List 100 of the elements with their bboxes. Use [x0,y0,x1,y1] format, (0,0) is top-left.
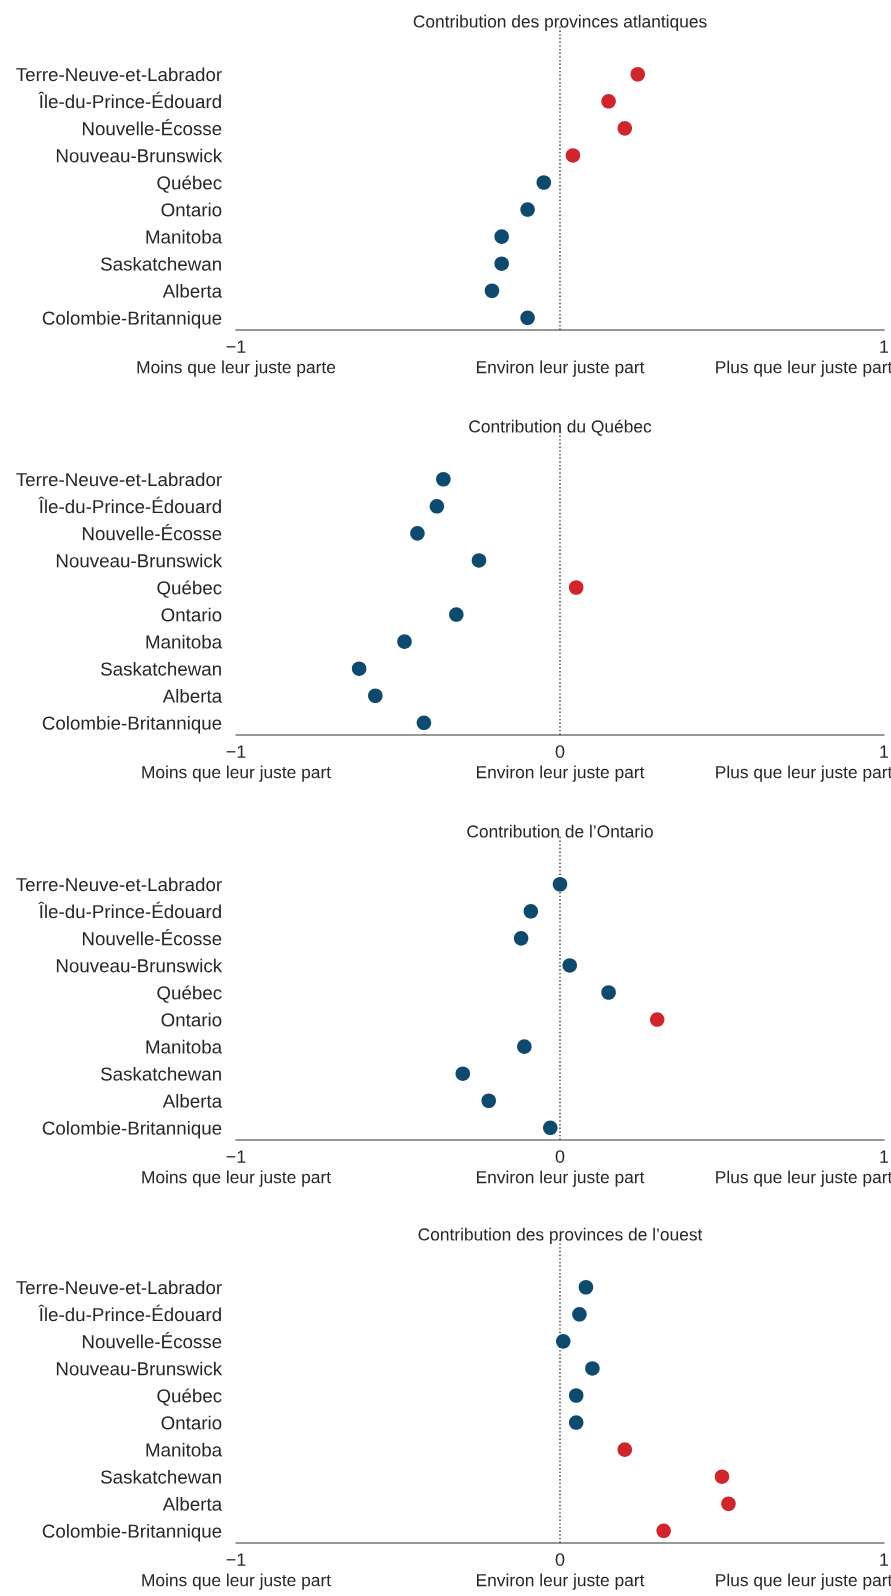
point [523,904,539,919]
point [436,471,451,487]
x-tick-label: −1 [226,1553,246,1566]
y-tick-label: Alberta [162,1093,223,1108]
y-tick-label: Nouvelle-Écosse [82,928,222,946]
point [568,1415,584,1430]
point [536,175,552,190]
point [416,715,432,731]
y-tick-label: Nouvelle-Écosse [82,523,222,541]
point [368,688,383,704]
y-tick-label: Nouveau-Brunswick [56,1361,223,1376]
y-tick-label: Île-du-Prince-Édouard [38,901,221,919]
point [429,499,445,514]
point [578,1279,594,1295]
point [520,202,535,217]
text: Moins que leur juste part [142,1573,331,1590]
point [494,229,509,244]
point [565,148,581,163]
chart-title: Contribution des provinces de l’ouest [418,1227,703,1245]
y-tick-label: Colombie-Britannique [42,1121,222,1139]
x-tick-label: 1 [880,1553,889,1566]
y-tick-label: Ontario [161,202,222,217]
point [552,876,568,892]
text: Environ leur juste part [476,1170,645,1187]
y-tick-label: Saskatchewan [101,256,221,271]
y-tick-label: Terre-Neuve-et-Labrador [16,472,222,487]
point [449,607,464,622]
point [397,634,412,649]
point [520,310,535,326]
point [572,1307,587,1322]
text: Moins que leur juste parte [137,360,336,377]
point [630,66,646,82]
x-tick-label: 0 [555,1150,565,1163]
text: Moins que leur juste part [142,1170,331,1187]
point [455,1066,471,1081]
point [351,661,367,676]
y-tick-label: Manitoba [146,229,223,244]
chart-title: Contribution de l’Ontario [467,824,653,838]
y-tick-label: Alberta [162,688,223,703]
y-tick-label: Nouvelle-Écosse [82,1331,222,1349]
x-tick-label: 1 [880,340,889,353]
y-tick-label: Saskatchewan [101,1066,221,1081]
y-tick-label: Ontario [161,607,222,622]
y-tick-label: Colombie-Britannique [42,716,222,734]
point [481,1093,496,1109]
y-tick-label: Alberta [162,1496,223,1511]
point [513,931,529,946]
point [568,580,584,595]
point [543,1120,558,1136]
point [617,121,633,136]
y-tick-label: Saskatchewan [101,1469,221,1484]
point [471,553,487,568]
y-tick-label: Québec [157,175,222,193]
y-tick-label: Québec [157,985,222,1003]
point [410,526,425,541]
text: Environ leur juste part [476,765,645,782]
point [484,283,500,299]
y-tick-label: Terre-Neuve-et-Labrador [16,1280,222,1295]
y-tick-label: Terre-Neuve-et-Labrador [16,877,222,892]
point [562,958,577,973]
point [656,1523,671,1539]
x-tick-label: 1 [880,745,889,758]
y-tick-label: Québec [157,1388,222,1406]
y-tick-label: Alberta [162,283,223,298]
y-tick-label: Manitoba [146,1039,223,1054]
point [721,1496,736,1512]
y-tick-label: Ontario [161,1012,222,1027]
x-tick-label: 0 [555,1553,565,1566]
y-tick-label: Nouveau-Brunswick [56,553,223,568]
chart-title: Contribution des provinces atlantiques [413,14,707,32]
point [714,1469,730,1484]
x-tick-label: 1 [880,1150,889,1163]
y-tick-label: Nouveau-Brunswick [56,958,223,973]
y-tick-label: Nouvelle-Écosse [82,118,222,136]
chart-title: Contribution du Québec [469,419,652,436]
y-tick-label: Saskatchewan [101,661,221,676]
point [601,94,616,109]
x-tick-label: −1 [226,340,246,353]
text: Moins que leur juste part [142,765,331,782]
y-tick-label: Terre-Neuve-et-Labrador [16,67,222,82]
y-tick-label: Manitoba [146,634,223,649]
y-tick-label: Manitoba [146,1442,223,1457]
point [649,1012,665,1027]
point [517,1039,532,1054]
y-tick-label: Ontario [161,1415,222,1430]
y-tick-label: Île-du-Prince-Édouard [38,91,221,109]
x-tick-label: −1 [226,745,246,758]
text: Environ leur juste part [476,1573,645,1590]
y-tick-label: Île-du-Prince-Édouard [38,1304,221,1322]
y-tick-label: Nouveau-Brunswick [56,148,223,163]
point [494,256,509,271]
y-tick-label: Colombie-Britannique [42,311,222,329]
x-tick-label: −1 [226,1150,246,1163]
point [555,1334,571,1349]
y-tick-label: Île-du-Prince-Édouard [38,496,221,514]
point [617,1442,633,1457]
y-tick-label: Québec [157,580,222,598]
point [568,1388,584,1403]
text: Environ leur juste part [476,360,645,377]
x-tick-label: 0 [555,745,565,758]
